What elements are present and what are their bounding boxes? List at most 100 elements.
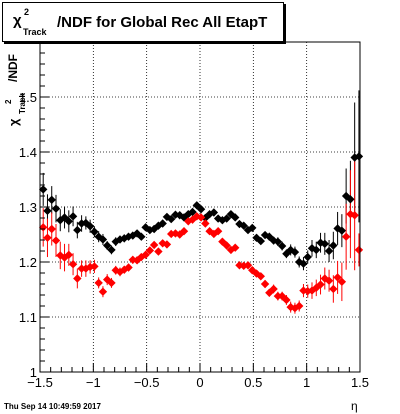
data-point-red (354, 245, 364, 255)
data-point-red (111, 266, 120, 275)
data-point-red (273, 291, 283, 301)
data-point-black (51, 204, 61, 213)
data-point-red (350, 211, 359, 220)
data-point-red (256, 272, 265, 281)
y-tick-label: 1 (30, 365, 37, 380)
title-symbol: χ (13, 12, 22, 29)
data-point-black (103, 241, 112, 250)
data-point-red (213, 227, 223, 236)
data-point-black (243, 225, 253, 235)
data-point-red (77, 264, 86, 273)
axis-ticks (39, 41, 361, 373)
data-point-black (324, 246, 334, 256)
data-point-black (341, 191, 351, 201)
y-label-symbol: χ (6, 118, 21, 126)
data-point-red (124, 263, 133, 272)
data-point-black (316, 238, 325, 247)
x-tick-label: −0.5 (134, 375, 160, 390)
data-point-red (51, 236, 61, 245)
data-point-red (329, 284, 338, 294)
data-point-red (162, 240, 172, 249)
data-point-red (316, 280, 325, 289)
data-point-black (167, 214, 176, 224)
data-point-black (107, 245, 116, 255)
data-markers (39, 152, 364, 313)
data-point-red (231, 243, 240, 252)
data-point-red (243, 261, 253, 270)
y-label-superscript: 2 (4, 99, 13, 104)
data-point-red (196, 213, 206, 222)
x-tick-label: 0.5 (244, 375, 262, 390)
title-superscript: 2 (24, 7, 30, 17)
data-point-red (333, 273, 342, 282)
data-point-red (269, 284, 278, 294)
data-point-red (154, 247, 163, 256)
data-point-black (98, 235, 108, 244)
data-point-black (256, 236, 265, 246)
x-tick-label: −1.5 (27, 375, 53, 390)
data-point-red (64, 250, 73, 260)
data-point-red (239, 261, 248, 271)
x-tick-label: 1 (303, 375, 310, 390)
data-point-black (85, 222, 95, 231)
data-point-black (188, 207, 197, 217)
title-subscript: Track (23, 27, 47, 37)
data-point-black (137, 232, 146, 241)
data-point-black (354, 152, 364, 161)
data-point-red (282, 295, 291, 305)
x-tick-label: −1 (86, 375, 101, 390)
data-point-red (337, 277, 347, 286)
data-point-black (337, 226, 347, 235)
title-box: χ 2 Track /NDF for Global Rec All EtapT (2, 2, 284, 42)
data-point-red (324, 276, 334, 285)
data-point-black (145, 225, 155, 235)
data-point-red (260, 279, 270, 289)
data-point-red (141, 250, 150, 260)
data-point-black (312, 245, 321, 255)
data-point-red (47, 224, 56, 234)
data-point-black (248, 223, 257, 233)
data-point-black (77, 219, 86, 228)
data-point-black (320, 239, 329, 249)
data-point-red (98, 287, 108, 296)
data-point-red (90, 262, 99, 271)
data-point-red (94, 278, 103, 288)
data-point-black (73, 225, 82, 235)
data-point-black (64, 217, 73, 226)
data-point-red (222, 241, 231, 250)
data-point-black (273, 237, 283, 246)
data-point-red (43, 233, 52, 242)
data-point-black (277, 241, 287, 251)
data-point-black (329, 241, 338, 250)
x-tick-label: 1.5 (351, 375, 369, 390)
data-point-black (149, 224, 159, 234)
data-point-black (299, 259, 308, 268)
data-point-red (85, 262, 95, 272)
data-point-black (307, 244, 317, 253)
y-tick-label: 1.3 (19, 200, 37, 215)
data-point-red (201, 219, 210, 228)
x-axis-label: η (351, 399, 358, 413)
data-point-black (231, 213, 240, 222)
y-tick-label: 1.4 (19, 145, 37, 160)
data-point-red (149, 240, 159, 250)
y-label-subscript: Track (18, 93, 27, 114)
y-tick-label: 1.1 (19, 310, 37, 325)
tick-labels: −1.5 −1 −0.5 0 0.5 1 1.5 1 1.1 1.2 1.3 1.4 1.5 (19, 90, 369, 390)
data-point-red (341, 232, 351, 241)
data-point-red (56, 251, 65, 260)
data-point-black (158, 219, 167, 228)
chart-title: /NDF for Global Rec All EtapT (57, 14, 268, 31)
y-label-suffix: /NDF (6, 54, 20, 82)
data-point-black (239, 221, 248, 230)
data-point-black (346, 195, 355, 204)
footer-date: Thu Sep 14 10:49:59 2017 (4, 402, 101, 411)
data-point-red (145, 246, 155, 255)
data-point-black (290, 247, 300, 257)
data-point-red (68, 260, 78, 269)
data-point-black (222, 214, 231, 223)
data-point-black (175, 211, 184, 220)
data-point-black (209, 208, 219, 217)
data-point-black (90, 227, 99, 236)
